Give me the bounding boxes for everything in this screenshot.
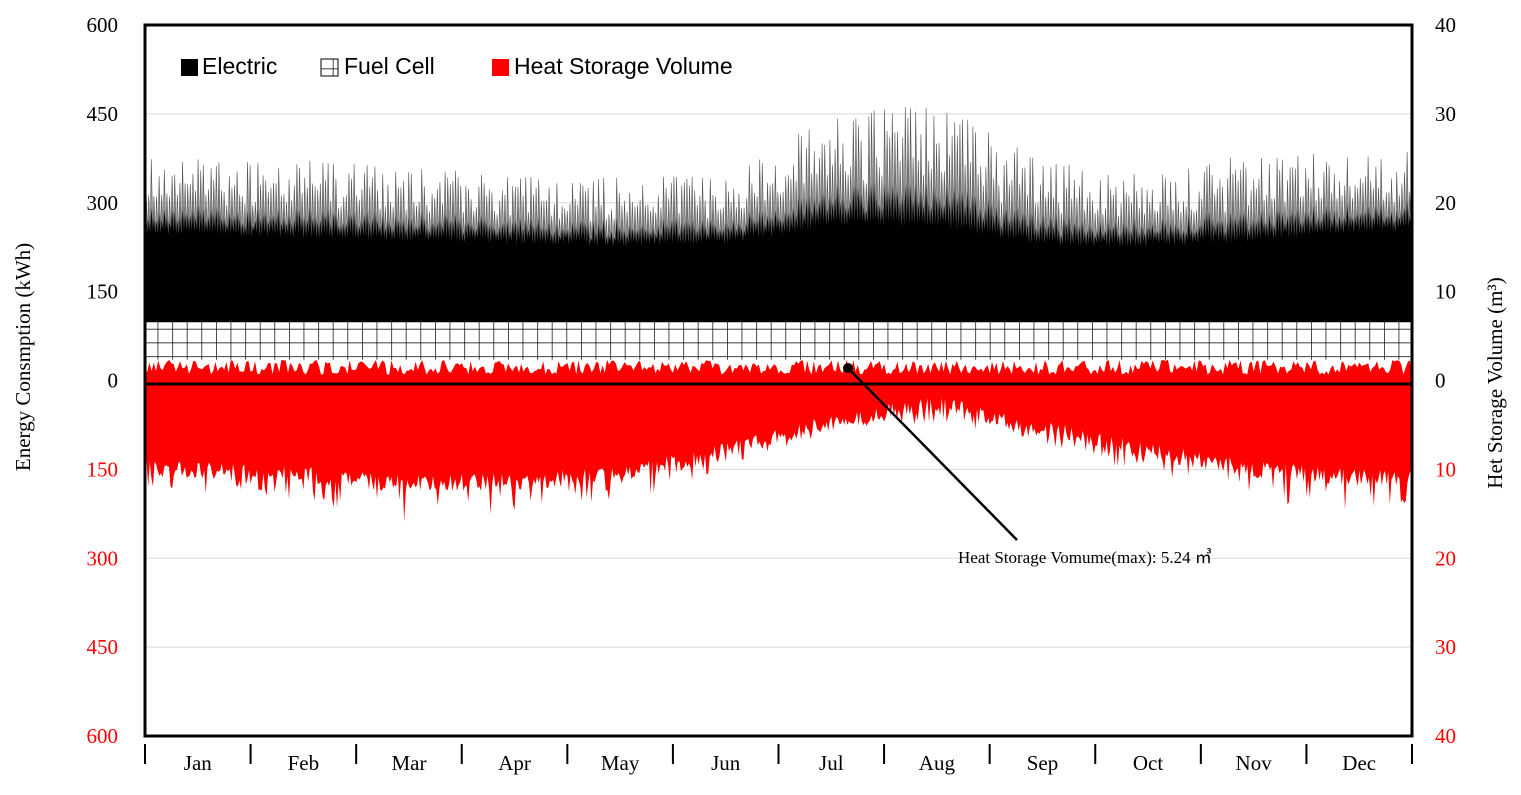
month-label: Jul [819,751,844,775]
series-electric-area [145,182,1412,322]
right-tick-label: 0 [1435,369,1446,393]
y2-axis-label: Het Storage Volume (m³) [1483,277,1507,488]
month-label: Jun [711,751,741,775]
left-axis: 600 450 300 150 0 150 300 450 600 [87,13,119,748]
left-tick-label: 450 [87,635,119,659]
series-heat-storage-area [145,380,1412,522]
legend: Electric Fuel Cell Heat Storage Volume [181,53,733,79]
legend-swatch-fuel-cell [320,58,339,77]
plot-frame [143,23,1414,738]
left-tick-label: 300 [87,546,119,570]
left-tick-label: 600 [87,724,119,748]
month-label: Mar [391,751,426,775]
right-tick-label: 40 [1435,13,1456,37]
month-label: Oct [1133,751,1163,775]
series-electric-base [145,320,1412,323]
annotation-marker [843,363,853,373]
left-tick-label: 300 [87,191,119,215]
series-layer [145,107,1412,522]
month-label: Dec [1342,751,1376,775]
y-axis-label: Energy Consmption (kWh) [11,243,35,471]
legend-label-electric: Electric [202,53,277,79]
right-tick-label: 30 [1435,635,1456,659]
left-tick-label: 450 [87,102,119,126]
left-tick-label: 0 [108,369,119,393]
right-tick-label: 30 [1435,102,1456,126]
left-tick-label: 600 [87,13,119,37]
month-label: Sep [1027,751,1059,775]
x-axis: Jan Feb Mar Apr May Jun Jul Aug Sep Oct Nov Dec [144,744,1413,775]
right-tick-label: 10 [1435,457,1456,481]
right-tick-label: 20 [1435,546,1456,570]
annotation: Heat Storage Vomume(max): 5.24 ㎥ [843,363,1212,567]
series-fuel-cell-band [145,321,1412,360]
left-tick-label: 150 [87,280,119,304]
annotation-leader-line [847,367,1018,541]
legend-swatch-electric [181,59,198,76]
legend-swatch-heat-storage [492,59,509,76]
legend-label-fuel-cell: Fuel Cell [344,53,435,79]
month-label: Nov [1236,751,1273,775]
legend-label-heat-storage: Heat Storage Volume [514,53,733,79]
month-label: May [601,751,640,775]
right-axis: 40 30 20 10 0 10 20 30 40 [1435,13,1456,748]
right-tick-label: 10 [1435,280,1456,304]
month-label: Jan [184,751,212,775]
month-label: Apr [498,751,531,775]
right-tick-label: 20 [1435,191,1456,215]
series-heat-storage-ripple [145,359,1412,381]
annotation-text: Heat Storage Vomume(max): 5.24 ㎥ [958,548,1212,567]
month-label: Feb [288,751,320,775]
month-label: Aug [919,751,956,775]
left-tick-label: 150 [87,457,119,481]
right-tick-label: 40 [1435,724,1456,748]
